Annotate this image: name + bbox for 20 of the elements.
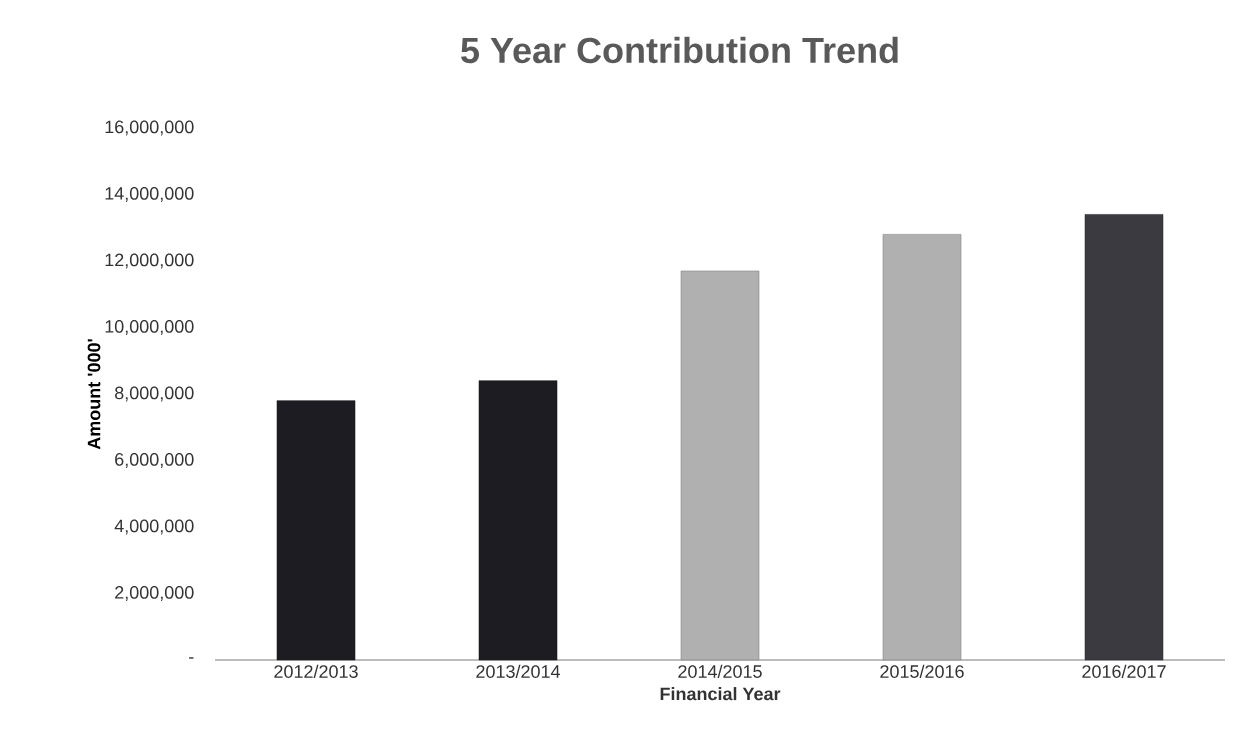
- x-axis-title: Financial Year: [660, 687, 781, 701]
- y-tick-label: 4,000,000: [114, 519, 194, 535]
- y-tick-label: 8,000,000: [114, 386, 194, 402]
- x-tick-label: 2012/2013: [274, 664, 358, 678]
- bar: [1084, 214, 1164, 661]
- x-tick-label: 2016/2017: [1082, 664, 1166, 678]
- y-tick-label: -: [189, 657, 194, 659]
- y-tick-label: 6,000,000: [115, 453, 194, 468]
- y-tick-label: 2,000,000: [115, 586, 194, 601]
- bar: [478, 380, 558, 661]
- y-tick-label: 12,000,000: [105, 253, 194, 269]
- y-axis-title: Amount '000': [87, 339, 101, 450]
- x-tick-label: 2013/2014: [476, 664, 561, 678]
- x-tick-label: 2015/2016: [880, 664, 964, 678]
- y-tick-label: 10,000,000: [105, 320, 194, 335]
- y-tick-label: 14,000,000: [105, 187, 194, 202]
- y-tick-label: 16,000,000: [105, 120, 194, 136]
- chart-title: 5 Year Contribution Trend: [461, 36, 898, 64]
- x-tick-label: 2014/2015: [678, 664, 762, 678]
- bar: [276, 400, 356, 661]
